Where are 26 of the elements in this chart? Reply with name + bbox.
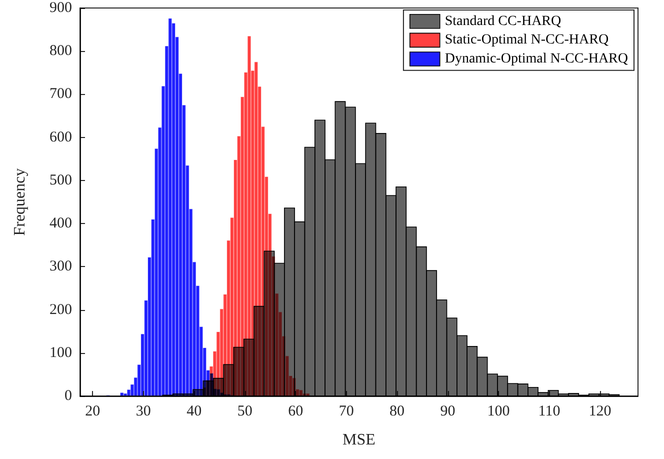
x-tick-label: 80	[390, 404, 405, 420]
x-tick-label: 30	[136, 404, 151, 420]
y-tick-label: 700	[50, 86, 72, 102]
y-tick-label: 600	[50, 129, 72, 146]
legend-label: Standard CC-HARQ	[444, 14, 562, 29]
x-tick-label: 90	[440, 404, 456, 420]
y-tick-label: 300	[50, 258, 72, 275]
legend-label: Static-Optimal N-CC-HARQ	[444, 32, 609, 48]
x-tick-label: 100	[487, 404, 510, 420]
y-tick-label: 500	[50, 172, 72, 188]
y-axis-title: Frequency	[12, 168, 28, 236]
x-tick-label: 20	[85, 404, 100, 420]
y-tick-label: 800	[50, 43, 72, 60]
x-tick-label: 120	[588, 404, 612, 420]
y-tick-label: 100	[50, 344, 72, 361]
x-tick-label: 110	[538, 404, 560, 420]
y-tick-label: 900	[50, 0, 72, 16]
x-tick-label: 60	[288, 404, 304, 420]
legend-label: Dynamic-Optimal N-CC-HARQ	[444, 52, 628, 66]
y-tick-label: 0	[64, 388, 72, 404]
x-tick-label: 40	[186, 404, 202, 420]
x-tick-label: 70	[338, 404, 354, 420]
y-tick-label: 400	[50, 216, 72, 232]
y-tick-label: 200	[50, 302, 72, 318]
x-axis-title: MSE	[342, 432, 376, 448]
x-tick-label: 50	[237, 404, 252, 420]
